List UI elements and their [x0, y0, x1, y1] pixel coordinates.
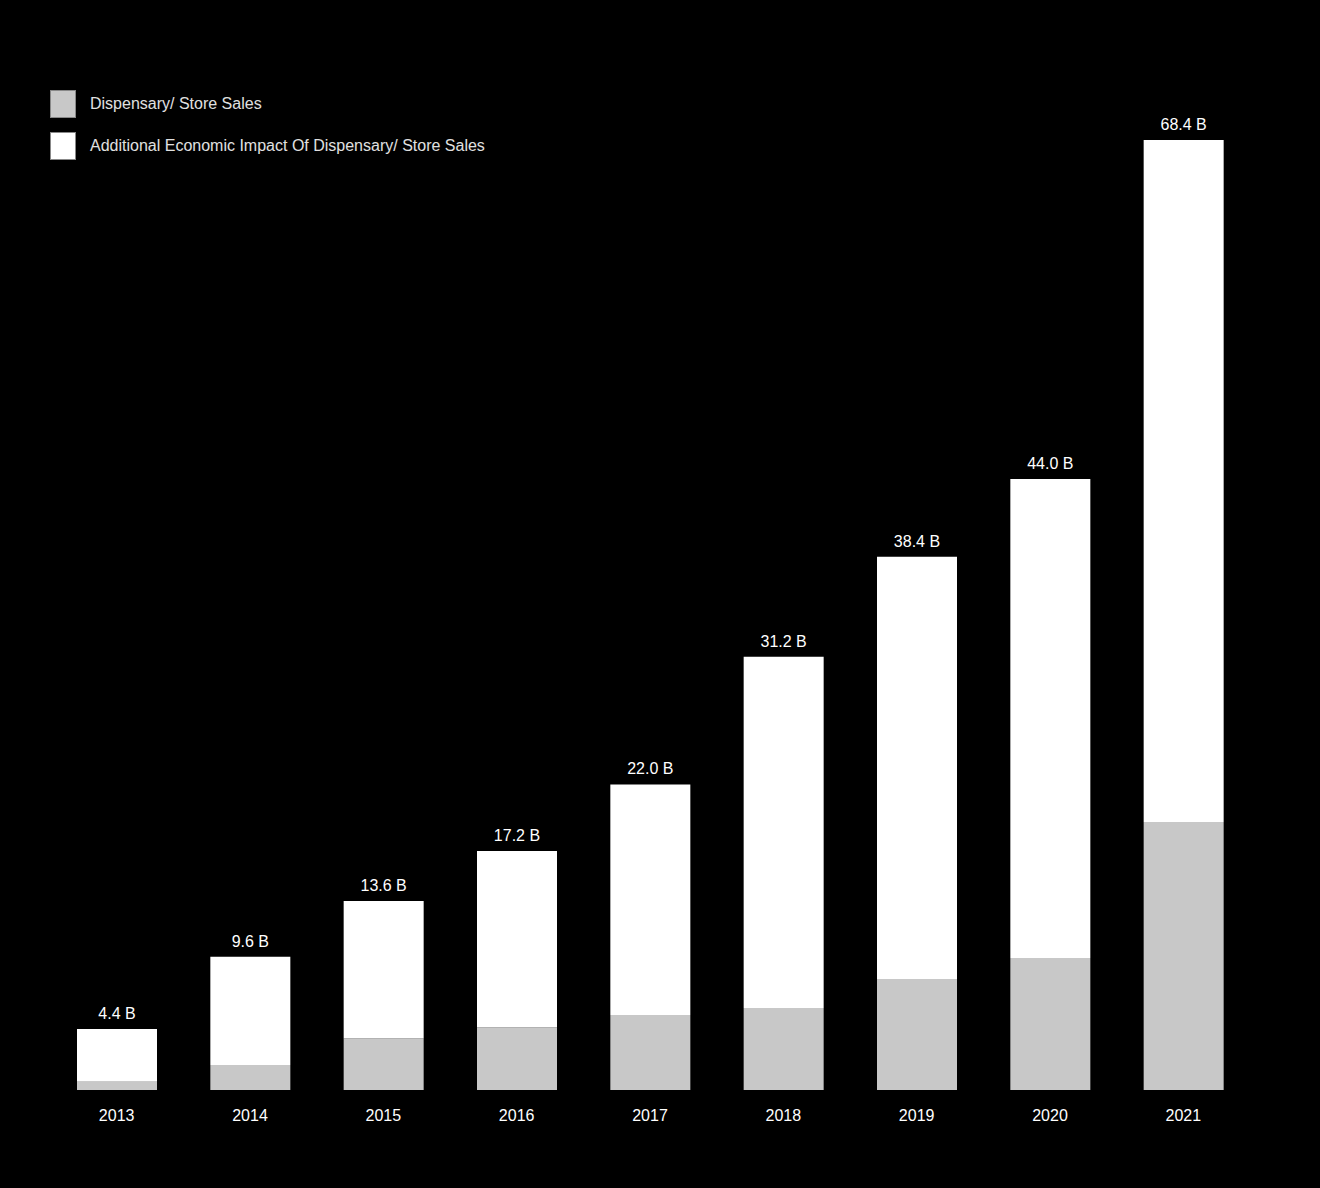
svg-text:68.4 B: 68.4 B: [1161, 116, 1207, 133]
html-text:Additional Economic Impact Of: Additional Economic Impact Of Dispensary…: [90, 137, 485, 154]
svg-text:17.2 B: 17.2 B: [494, 827, 540, 844]
svg-text:2014: 2014: [232, 1107, 268, 1124]
svg-text:31.2 B: 31.2 B: [761, 633, 807, 650]
svg-text:2018: 2018: [766, 1107, 802, 1124]
svg-text:44.0 B: 44.0 B: [1027, 455, 1073, 472]
svg-text:2019: 2019: [899, 1107, 935, 1124]
svg-text:13.6 B: 13.6 B: [361, 877, 407, 894]
svg-text:2016: 2016: [499, 1107, 535, 1124]
html-text:Dispensary/ Store Sales: Dispensary/ Store Sales: [90, 95, 262, 112]
svg-text:2013: 2013: [99, 1107, 135, 1124]
svg-text:4.4 B: 4.4 B: [98, 1005, 135, 1022]
svg-text:22.0 B: 22.0 B: [627, 760, 673, 777]
svg-text:9.6 B: 9.6 B: [232, 933, 269, 950]
svg-text:2015: 2015: [366, 1107, 402, 1124]
svg-text:38.4 B: 38.4 B: [894, 533, 940, 550]
svg-text:2021: 2021: [1166, 1107, 1202, 1124]
svg-text:2020: 2020: [1032, 1107, 1068, 1124]
svg-text:2017: 2017: [632, 1107, 668, 1124]
